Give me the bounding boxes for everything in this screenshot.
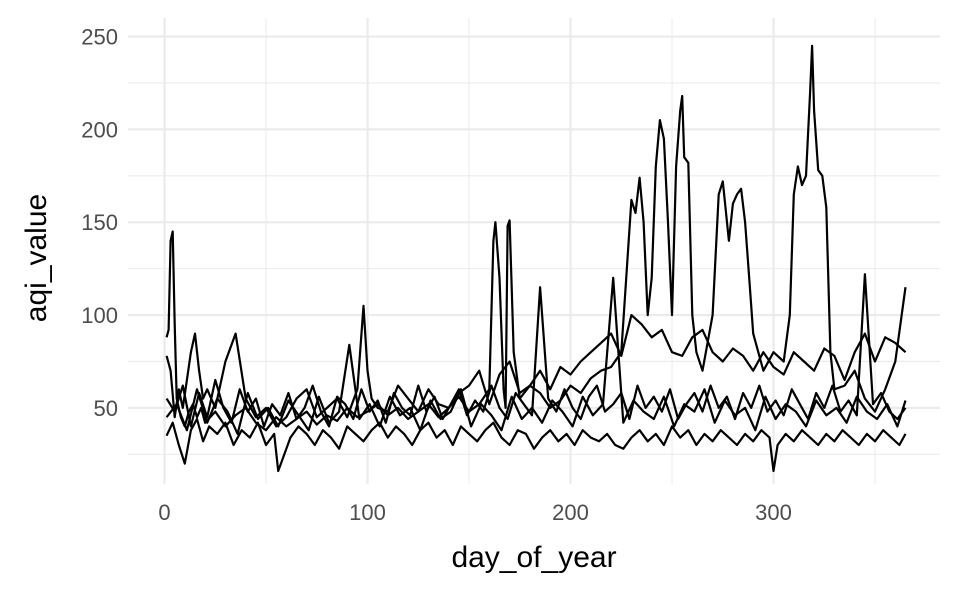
x-tick-label: 300 (755, 500, 792, 525)
y-axis-tick-labels: 50 100 150 200 250 (81, 25, 118, 421)
y-tick-label: 100 (81, 303, 118, 328)
y-tick-label: 150 (81, 210, 118, 235)
x-tick-label: 100 (349, 500, 386, 525)
series-line-2 (165, 304, 907, 428)
series-lines (165, 44, 907, 473)
x-tick-label: 0 (158, 500, 170, 525)
series-line-1 (165, 44, 907, 432)
y-tick-label: 200 (81, 117, 118, 142)
series-line-3 (165, 417, 907, 473)
series-line-4 (165, 273, 907, 428)
y-axis-title: aqi_value (20, 194, 53, 322)
major-gridlines (128, 18, 940, 484)
y-tick-label: 50 (94, 396, 118, 421)
series-line-5 (165, 276, 907, 435)
minor-gridlines (128, 18, 940, 484)
y-tick-label: 250 (81, 25, 118, 50)
x-axis-tick-labels: 0 100 200 300 (158, 500, 791, 525)
x-tick-label: 200 (552, 500, 589, 525)
x-axis-title: day_of_year (451, 541, 616, 574)
